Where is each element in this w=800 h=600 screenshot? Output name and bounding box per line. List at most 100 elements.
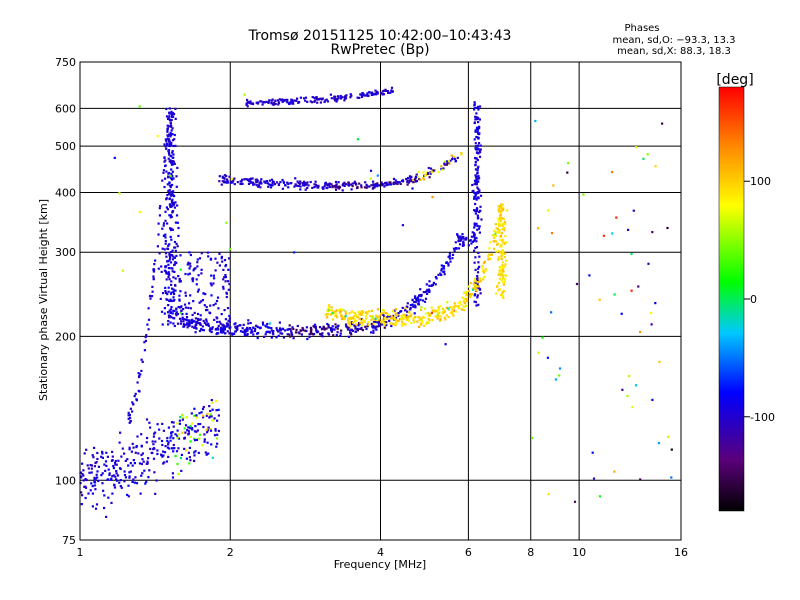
data-point <box>334 326 337 329</box>
data-point <box>403 313 406 316</box>
data-point <box>478 189 481 192</box>
data-point <box>475 197 478 200</box>
data-point <box>473 182 476 186</box>
data-point <box>167 320 170 323</box>
data-point <box>181 313 184 316</box>
data-point <box>171 270 174 273</box>
data-point <box>499 217 502 220</box>
data-point <box>183 437 186 440</box>
data-point <box>362 318 365 321</box>
data-point <box>401 324 404 327</box>
data-point <box>185 416 188 419</box>
data-point <box>473 138 476 141</box>
data-point <box>496 217 499 220</box>
data-point <box>166 272 170 275</box>
data-point <box>469 281 472 285</box>
data-point <box>167 175 170 178</box>
data-point <box>394 179 397 182</box>
data-point <box>166 298 169 301</box>
data-point <box>256 102 259 105</box>
data-point <box>170 141 173 144</box>
data-point <box>294 331 298 334</box>
data-point <box>360 326 363 329</box>
data-point <box>156 449 159 452</box>
data-point <box>167 149 171 152</box>
data-point <box>165 460 168 463</box>
data-point <box>415 299 418 302</box>
data-point <box>163 451 167 454</box>
data-point <box>164 164 167 167</box>
data-point <box>473 101 476 104</box>
data-point <box>158 437 161 440</box>
data-point <box>210 331 213 334</box>
data-point <box>297 184 300 188</box>
data-point <box>390 86 394 89</box>
data-point <box>426 292 429 295</box>
data-point <box>486 255 490 258</box>
data-point <box>479 205 482 208</box>
data-point <box>167 314 170 317</box>
data-point <box>110 459 113 462</box>
data-point <box>214 399 218 403</box>
plot-frame <box>79 61 682 541</box>
data-point <box>207 324 210 327</box>
data-point <box>143 469 146 472</box>
data-point <box>422 291 425 294</box>
data-point <box>340 95 343 98</box>
data-point <box>440 273 443 277</box>
data-point <box>425 312 428 315</box>
data-point <box>259 327 262 330</box>
data-point <box>500 271 503 274</box>
data-point <box>207 426 210 429</box>
data-point <box>501 253 504 256</box>
data-point <box>168 258 171 261</box>
data-point <box>140 444 143 447</box>
data-point <box>418 318 421 321</box>
data-point <box>195 416 199 419</box>
data-point <box>223 325 226 328</box>
data-point <box>129 470 132 473</box>
data-point <box>169 177 173 180</box>
data-point <box>475 106 478 109</box>
data-point <box>225 292 228 295</box>
data-point <box>127 495 130 498</box>
data-point <box>378 324 381 328</box>
data-point <box>217 414 220 417</box>
data-point <box>169 191 172 194</box>
data-point <box>200 300 203 303</box>
data-point <box>372 329 375 332</box>
data-point <box>131 410 134 413</box>
data-point <box>172 204 175 207</box>
data-point <box>176 221 179 224</box>
data-point <box>194 317 197 320</box>
data-point <box>221 175 224 178</box>
data-point <box>171 111 175 115</box>
x-tick-label: 2 <box>227 546 234 559</box>
data-point <box>172 299 175 302</box>
data-point <box>128 471 131 474</box>
data-point <box>141 472 144 475</box>
data-point <box>141 360 144 363</box>
data-point <box>277 101 280 104</box>
data-point <box>324 181 327 184</box>
data-point <box>420 323 423 326</box>
data-point <box>189 294 192 297</box>
data-point <box>265 325 268 328</box>
data-point <box>436 317 439 320</box>
data-point <box>327 332 330 335</box>
data-point <box>427 288 430 292</box>
data-point <box>472 287 475 290</box>
data-point <box>170 283 173 286</box>
data-point <box>497 273 500 276</box>
data-point <box>471 231 474 234</box>
data-point <box>118 441 121 444</box>
data-point <box>251 102 254 105</box>
colorbar-tick-label: -100 <box>750 411 775 424</box>
data-point <box>174 455 177 458</box>
data-point <box>320 333 323 336</box>
data-point <box>448 257 451 260</box>
data-point <box>444 343 447 346</box>
data-point <box>482 262 485 265</box>
data-point <box>289 335 292 338</box>
data-point <box>168 299 171 302</box>
